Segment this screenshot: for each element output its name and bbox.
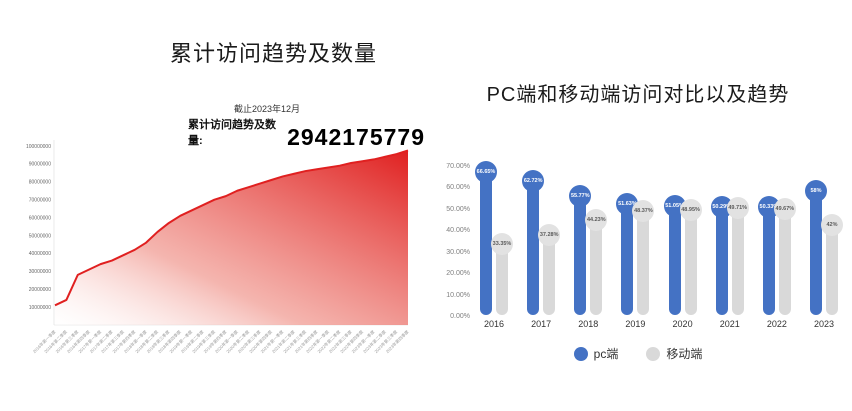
y-axis-tick-label: 10.00% bbox=[446, 291, 470, 299]
stat-as-of-date: 截止2023年12月 bbox=[234, 104, 301, 114]
mobile-value-bubble: 33.35% bbox=[491, 232, 513, 255]
pc-bar-2018: 55.77% bbox=[569, 184, 592, 315]
year-group-2016: 66.65% 33.35% 2016 bbox=[475, 161, 513, 329]
year-group-2019: 51.63% 48.37% 2019 bbox=[616, 165, 655, 329]
x-axis-label: 2019 bbox=[625, 319, 646, 329]
y-axis-tick-label: 0.00% bbox=[450, 313, 470, 320]
mobile-bar-2022: 49.67% bbox=[773, 197, 796, 315]
mobile-bar-2017: 37.28% bbox=[538, 224, 561, 315]
x-axis-label: 2016 bbox=[483, 319, 505, 329]
x-axis-label: 2021 bbox=[719, 319, 740, 329]
y-tick-label: 60000000 bbox=[29, 215, 51, 221]
mobile-bar-2016: 33.35% bbox=[491, 232, 513, 315]
pc-bar-2022: 50.33% bbox=[757, 196, 780, 315]
x-axis-label: 2018 bbox=[578, 319, 599, 329]
pc-bar-2016: 66.65% bbox=[475, 161, 497, 315]
y-tick-label: 80000000 bbox=[29, 180, 51, 186]
pc-value-bubble: 58% bbox=[804, 179, 827, 202]
x-axis-label: 2022 bbox=[766, 319, 787, 329]
bar-groups: 66.65% 33.35% 2016 62.72% 37.28% 2017 55.77% 44… bbox=[475, 161, 843, 329]
pc-value-bubble: 66.65% bbox=[475, 161, 497, 184]
x-axis-label: 2017 bbox=[531, 319, 552, 329]
x-axis-label: 2020 bbox=[672, 319, 693, 329]
year-group-2020: 51.05% 48.95% 2020 bbox=[663, 165, 702, 329]
year-group-2022: 50.33% 49.67% 2022 bbox=[757, 165, 796, 329]
legend-label: pc端 bbox=[593, 347, 619, 361]
stat-row: 累计访问趋势及数量: 2942175779 bbox=[188, 116, 425, 151]
area-fill bbox=[55, 150, 408, 325]
y-tick-label: 30000000 bbox=[29, 269, 51, 275]
pc-value-bubble: 55.77% bbox=[569, 184, 592, 207]
pc-bar-2019: 51.63% bbox=[616, 193, 639, 315]
y-tick-label: 70000000 bbox=[29, 198, 51, 204]
y-axis-tick-label: 40.00% bbox=[446, 227, 470, 235]
y-axis-tick-label: 70.00% bbox=[446, 163, 470, 170]
mobile-value-bubble: 42% bbox=[820, 214, 843, 236]
pc-legend-dot bbox=[573, 346, 588, 361]
legend-item: 移动端 bbox=[646, 345, 702, 362]
pc-mobile-chart: 0.00% 10.00% 20.00% 30.00% 40.00% 50.00% 60.00… bbox=[446, 161, 843, 329]
year-group-2023: 58% 42% 2023 bbox=[804, 165, 843, 329]
year-group-2021: 50.29% 49.71% 2021 bbox=[710, 165, 749, 329]
mobile-bar-2018: 44.23% bbox=[585, 209, 608, 315]
y-tick-label: 100000000 bbox=[26, 144, 51, 150]
y-axis: 0.00% 10.00% 20.00% 30.00% 40.00% 50.00% 60.00… bbox=[430, 163, 474, 320]
y-axis-tick-label: 60.00% bbox=[446, 184, 470, 192]
mobile-value-bubble: 49.71% bbox=[726, 197, 749, 220]
mobile-bar-2019: 48.37% bbox=[632, 200, 655, 315]
cumulative-area-chart: 10000000 20000000 30000000 40000000 50000000… bbox=[26, 140, 411, 355]
pc-bar-2021: 50.29% bbox=[710, 196, 733, 315]
y-tick-label: 20000000 bbox=[29, 287, 51, 293]
mobile-value-bubble: 49.67% bbox=[773, 197, 796, 220]
year-group-2017: 62.72% 37.28% 2017 bbox=[522, 165, 561, 329]
pc-bar-2017: 62.72% bbox=[522, 169, 545, 315]
cumulative-visits-panel: 累计访问趋势及数量 截止2023年12月 累计访问趋势及数量: 29421757… bbox=[0, 0, 425, 411]
pc-bar-2023: 58% bbox=[804, 179, 827, 315]
pc-mobile-panel: PC端和移动端访问对比以及趋势 0.00% 10.00% 20.00% 30.00% 4… bbox=[428, 78, 848, 362]
y-axis-tick-label: 20.00% bbox=[446, 270, 470, 278]
y-tick-label: 50000000 bbox=[29, 233, 51, 239]
pc-value-bubble: 62.72% bbox=[522, 169, 545, 192]
area-line bbox=[54, 149, 409, 307]
right-chart-title: PC端和移动端访问对比以及趋势 bbox=[486, 84, 790, 106]
stat-value: 2942175779 bbox=[287, 124, 425, 150]
y-axis-tick-label: 30.00% bbox=[446, 248, 470, 256]
legend: pc端 移动端 bbox=[428, 345, 848, 362]
mobile-bar-2020: 48.95% bbox=[679, 199, 702, 315]
y-axis-tick-label: 50.00% bbox=[446, 205, 470, 213]
mobile-value-bubble: 48.95% bbox=[679, 199, 702, 222]
mobile-bar-2021: 49.71% bbox=[726, 197, 749, 315]
legend-label: 移动端 bbox=[666, 347, 703, 361]
left-chart-title: 累计访问趋势及数量 bbox=[170, 41, 378, 66]
legend-item: pc端 bbox=[573, 345, 619, 362]
pc-bar-2020: 51.05% bbox=[663, 194, 686, 315]
year-group-2018: 55.77% 44.23% 2018 bbox=[569, 165, 608, 329]
stat-label: 累计访问趋势及数量: bbox=[188, 119, 276, 147]
y-tick-label: 90000000 bbox=[29, 162, 51, 168]
y-tick-label: 40000000 bbox=[29, 251, 51, 257]
mobile-legend-dot bbox=[646, 346, 661, 361]
mobile-value-bubble: 37.28% bbox=[538, 224, 561, 247]
x-axis-label: 2023 bbox=[813, 319, 834, 329]
mobile-value-bubble: 48.37% bbox=[632, 200, 655, 223]
mobile-bar-2023: 42% bbox=[820, 214, 843, 315]
mobile-value-bubble: 44.23% bbox=[585, 209, 608, 232]
y-tick-label: 10000000 bbox=[29, 305, 51, 311]
cumulative-stat: 截止2023年12月 累计访问趋势及数量: 2942175779 bbox=[188, 102, 425, 151]
